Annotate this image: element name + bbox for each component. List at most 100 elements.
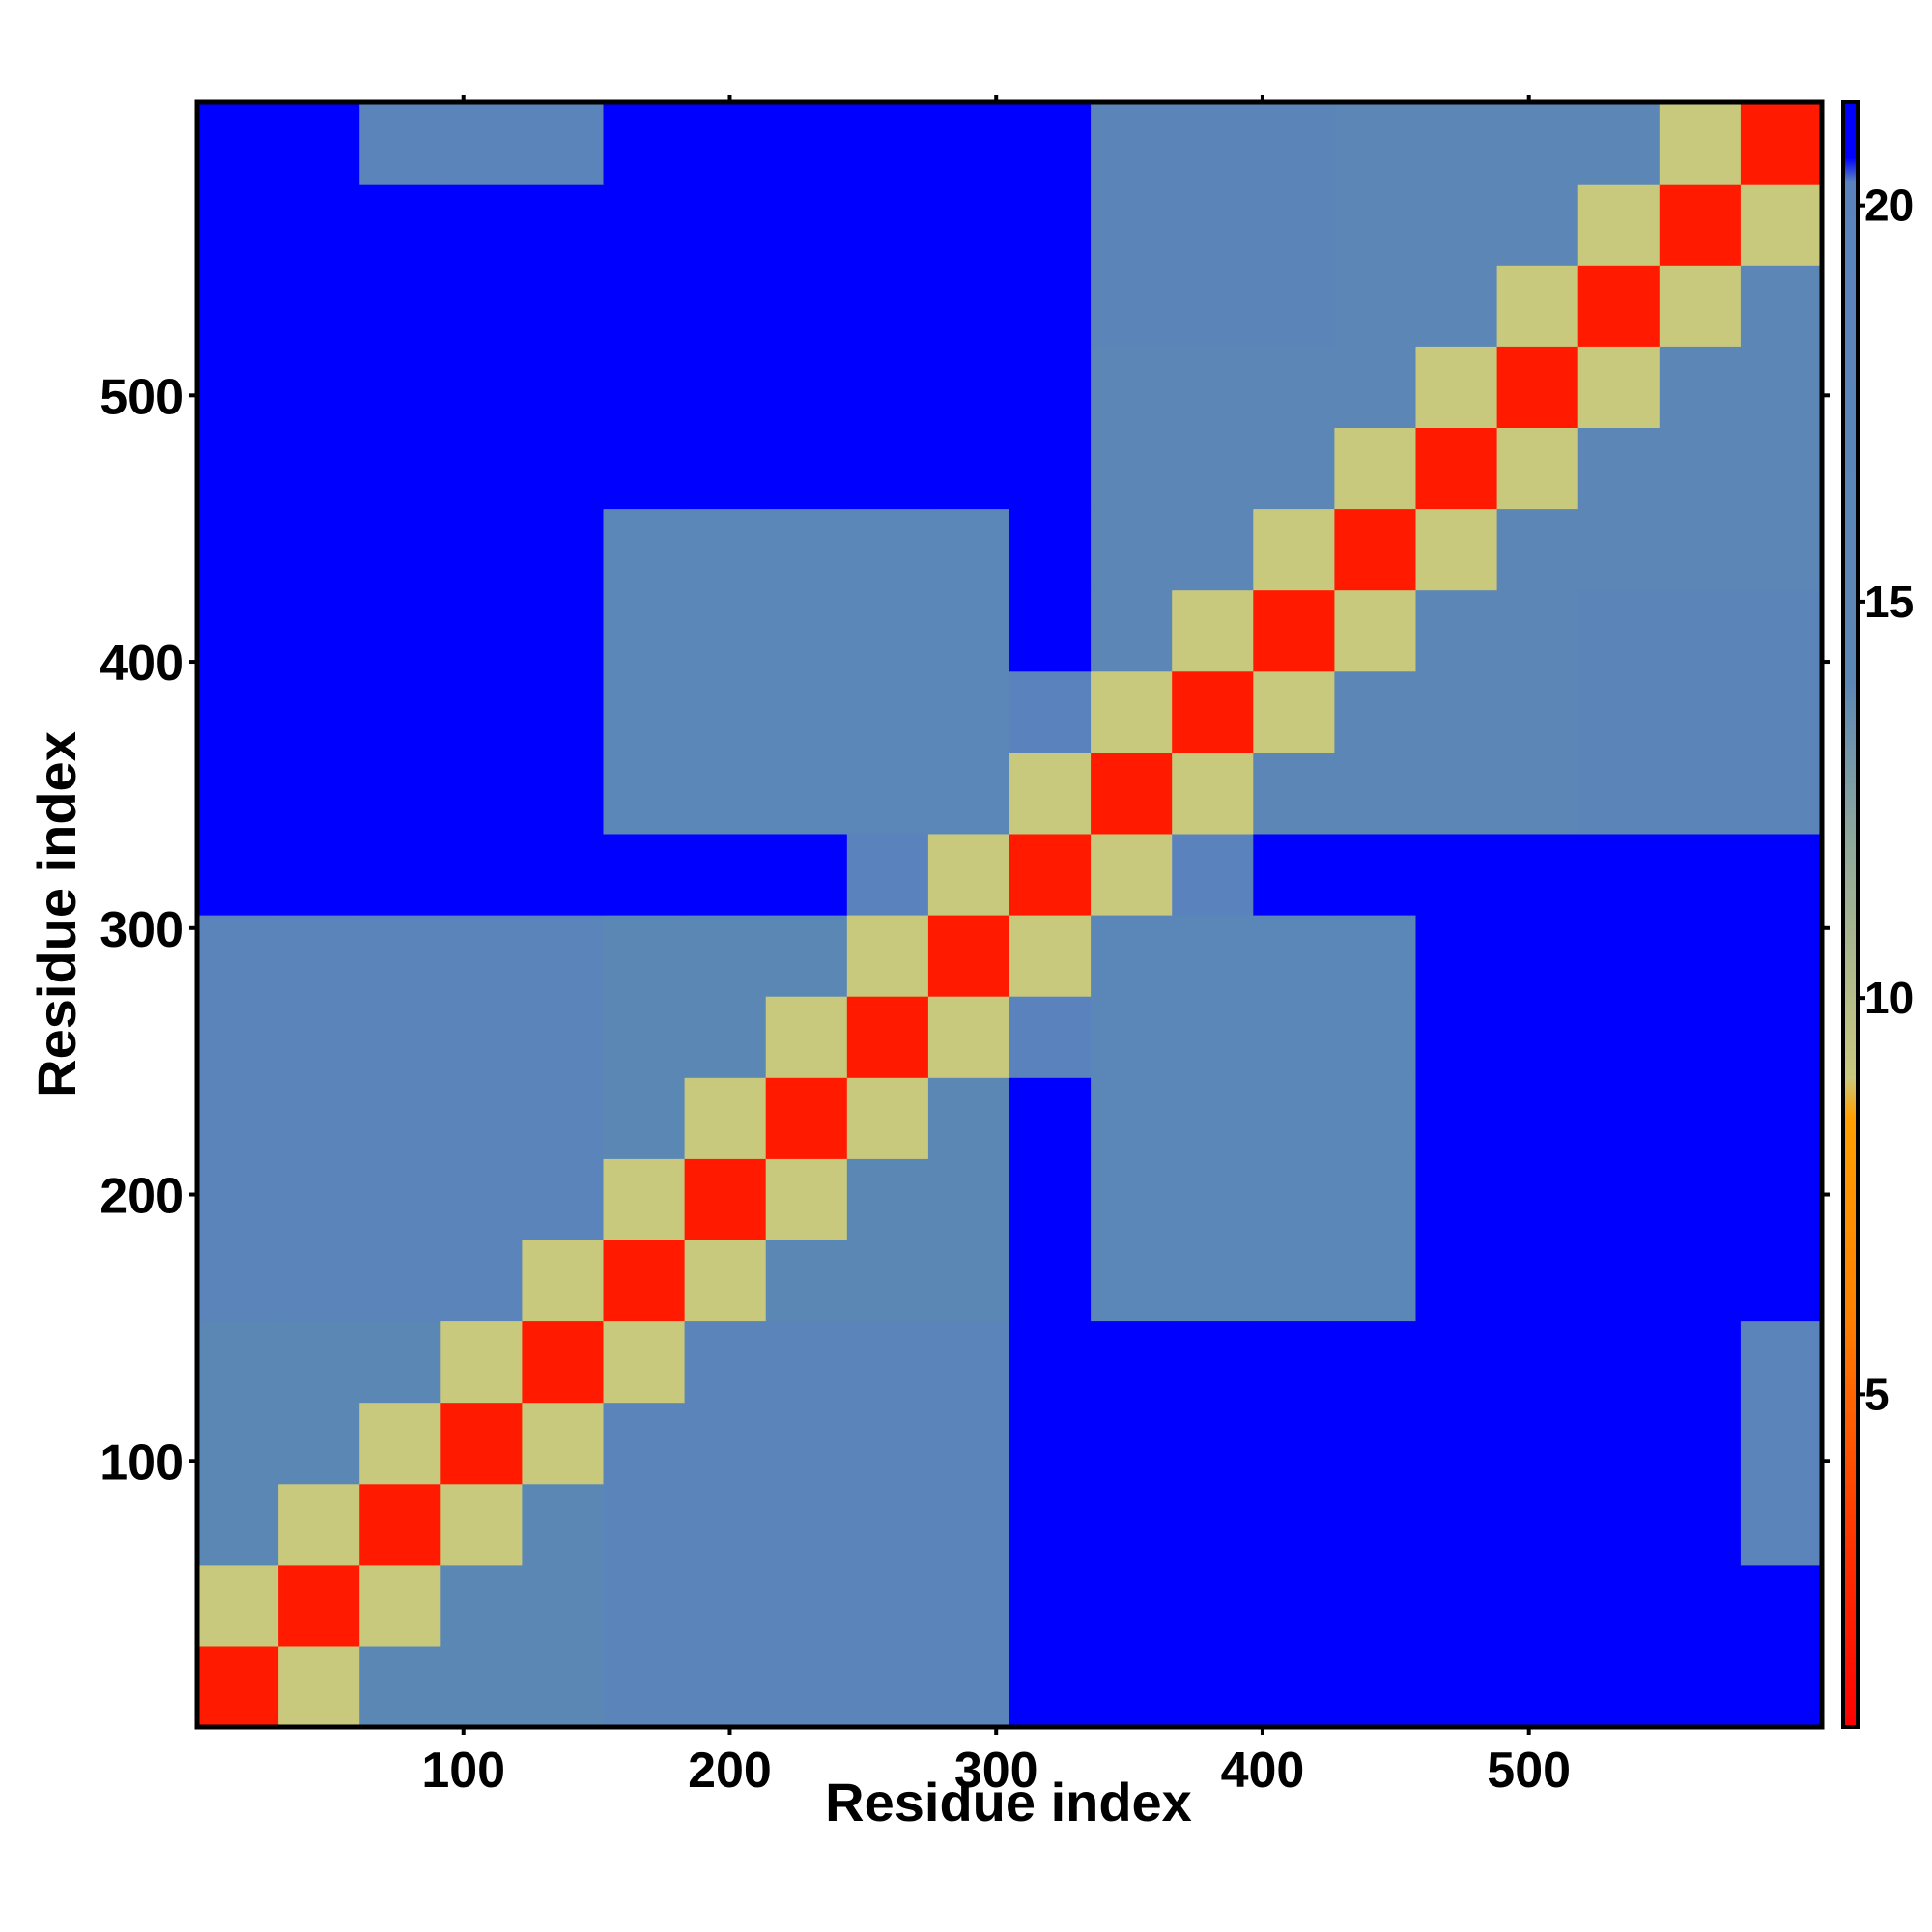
heatmap-cell — [1415, 589, 1498, 672]
heatmap-cell — [927, 1645, 1010, 1728]
heatmap-cell — [278, 508, 360, 591]
heatmap-cell — [1415, 265, 1498, 347]
heatmap-cell — [1577, 1321, 1661, 1404]
heatmap-cell — [1659, 265, 1742, 347]
y-tick-label: 300 — [99, 902, 184, 958]
heatmap-cell — [440, 1402, 523, 1485]
heatmap-cell — [359, 102, 441, 185]
heatmap-cell — [1577, 1402, 1661, 1485]
heatmap-cell — [1334, 1645, 1417, 1728]
heatmap-cell — [1496, 915, 1579, 997]
heatmap-cell — [440, 346, 523, 428]
heatmap-cell — [1659, 833, 1742, 916]
heatmap-cell — [440, 265, 523, 347]
heatmap-cell — [765, 1483, 848, 1566]
heatmap-cell — [1091, 427, 1173, 510]
heatmap-cell — [1172, 1402, 1254, 1485]
heatmap-cell — [603, 1564, 686, 1647]
heatmap-cell — [359, 1077, 441, 1159]
heatmap-cell — [1253, 996, 1335, 1078]
heatmap-cell — [846, 1158, 929, 1240]
heatmap-cell — [522, 1402, 605, 1485]
heatmap-cell — [359, 1483, 441, 1566]
heatmap-cell — [1740, 833, 1823, 916]
heatmap-cell — [846, 1402, 929, 1485]
heatmap-cell — [1009, 265, 1092, 347]
heatmap-cell — [927, 670, 1010, 753]
heatmap-cell — [1334, 265, 1417, 347]
heatmap-cell — [1334, 1402, 1417, 1485]
heatmap-cell — [927, 1402, 1010, 1485]
heatmap-cell — [1659, 508, 1742, 591]
heatmap-cell — [1009, 184, 1092, 266]
heatmap-cell — [522, 1483, 605, 1566]
heatmap-cell — [522, 915, 605, 997]
heatmap-cell — [1577, 346, 1661, 428]
heatmap-cell — [278, 1483, 360, 1566]
heatmap-cell — [359, 1321, 441, 1404]
heatmap-cell — [1091, 833, 1173, 916]
heatmap-cell — [1577, 508, 1661, 591]
heatmap-cell — [522, 752, 605, 835]
heatmap-cell — [197, 1158, 279, 1240]
heatmap-cell — [927, 1077, 1010, 1159]
heatmap-cell — [1009, 1158, 1092, 1240]
heatmap-cell — [359, 265, 441, 347]
heatmap-cell — [440, 184, 523, 266]
heatmap-cell — [846, 346, 929, 428]
plot-frame — [194, 99, 1825, 1730]
heatmap-cell — [359, 996, 441, 1078]
heatmap-cell — [1091, 508, 1173, 591]
heatmap-cell — [1496, 508, 1579, 591]
heatmap-cell — [1253, 184, 1335, 266]
heatmap-cell — [927, 589, 1010, 672]
heatmap-cell — [846, 1321, 929, 1404]
heatmap-cell — [1172, 508, 1254, 591]
heatmap-cell — [1091, 1402, 1173, 1485]
heatmap-cell — [1091, 1077, 1173, 1159]
x-tick-label: 500 — [1487, 1743, 1571, 1799]
y-tick-label: 500 — [99, 369, 184, 425]
heatmap-cell — [1334, 508, 1417, 591]
heatmap-cell — [1577, 1158, 1661, 1240]
heatmap-cell — [765, 1158, 848, 1240]
heatmap-cell — [1496, 752, 1579, 835]
heatmap-cell — [1091, 1645, 1173, 1728]
heatmap-cell — [1577, 102, 1661, 185]
heatmap-cell — [1091, 184, 1173, 266]
heatmap-cell — [1496, 265, 1579, 347]
heatmap-cell — [1253, 1239, 1335, 1322]
heatmap-cell — [522, 508, 605, 591]
heatmap-cell — [1415, 833, 1498, 916]
heatmap-cell — [684, 508, 767, 591]
heatmap-cell — [1577, 1645, 1661, 1728]
x-axis-title: Residue index — [825, 1772, 1192, 1833]
heatmap-cell — [1172, 1564, 1254, 1647]
heatmap-cell — [603, 1077, 686, 1159]
heatmap-cell — [278, 1239, 360, 1322]
heatmap-cell — [522, 1321, 605, 1404]
heatmap-cell — [440, 1645, 523, 1728]
heatmap-cell — [927, 427, 1010, 510]
heatmap-cell — [927, 1564, 1010, 1647]
heatmap-cell — [603, 1483, 686, 1566]
heatmap-cell — [603, 670, 686, 753]
heatmap-cell — [603, 589, 686, 672]
heatmap-cell — [1009, 752, 1092, 835]
heatmap-cell — [359, 1239, 441, 1322]
heatmap-cell — [522, 1077, 605, 1159]
heatmap-cell — [1577, 184, 1661, 266]
heatmap-cell — [1415, 1158, 1498, 1240]
heatmap-cell — [440, 1321, 523, 1404]
heatmap-cell — [440, 915, 523, 997]
heatmap-cell — [846, 752, 929, 835]
heatmap-cell — [1091, 1564, 1173, 1647]
heatmap-cell — [1496, 1483, 1579, 1566]
heatmap-cell — [1496, 670, 1579, 753]
heatmap-cell — [1415, 184, 1498, 266]
heatmap-cell — [1334, 184, 1417, 266]
heatmap-cell — [359, 508, 441, 591]
heatmap-cell — [1334, 1321, 1417, 1404]
heatmap-cell — [1659, 670, 1742, 753]
heatmap-cell — [1172, 102, 1254, 185]
